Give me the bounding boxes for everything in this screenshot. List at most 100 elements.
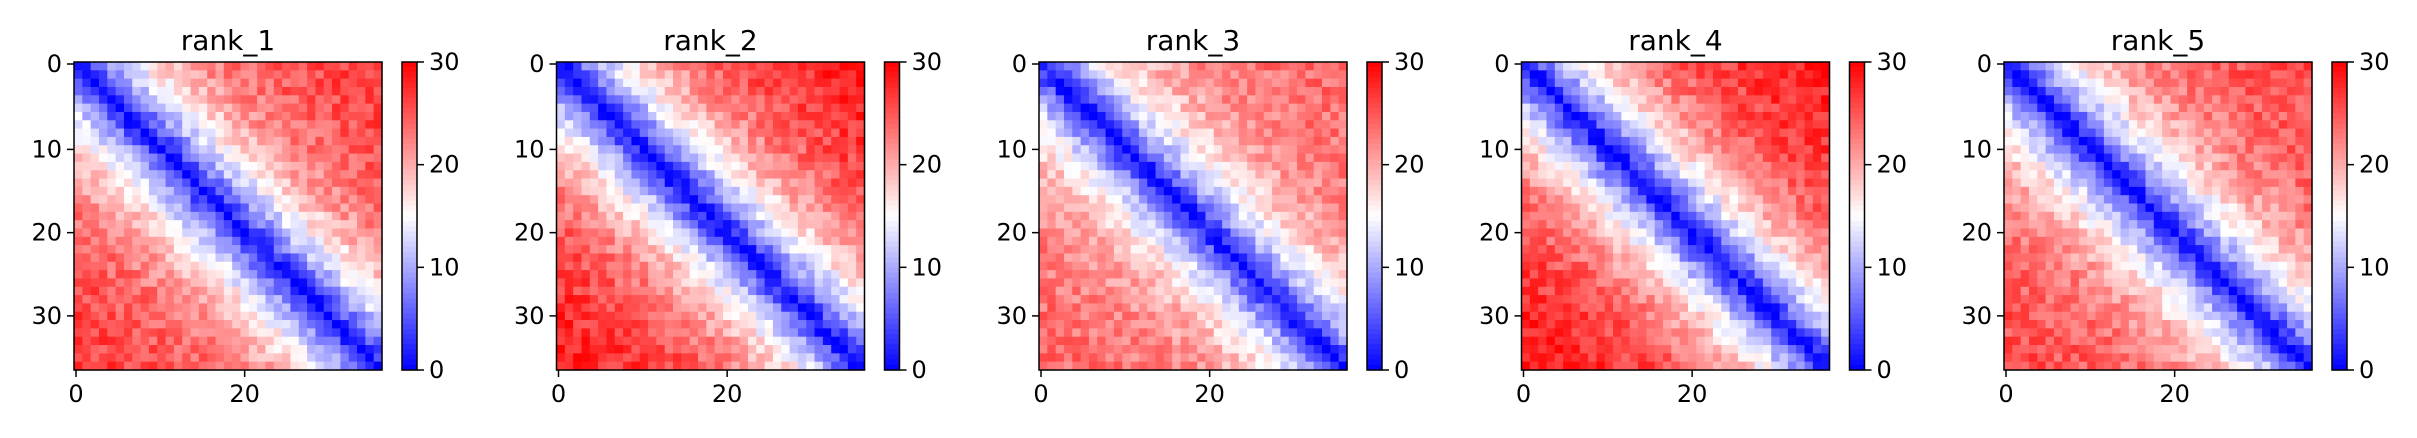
heatmap-cell (182, 78, 192, 88)
heatmap-cell (1263, 86, 1273, 96)
heatmap-cell (1047, 278, 1057, 288)
heatmap-cell (831, 303, 841, 313)
heatmap-cell (182, 203, 192, 213)
heatmap-cell (82, 361, 92, 371)
heatmap-cell (731, 70, 741, 80)
heatmap-cell (90, 328, 100, 338)
heatmap-cell (265, 120, 275, 130)
heatmap-cell (123, 286, 133, 296)
heatmap-cell (1305, 178, 1315, 188)
heatmap-cell (614, 78, 624, 88)
heatmap-cell (623, 220, 633, 230)
heatmap-cell (1729, 161, 1739, 171)
heatmap-cell (1272, 211, 1282, 221)
heatmap-cell (689, 236, 699, 246)
heatmap-cell (772, 295, 782, 305)
heatmap-cell (240, 328, 250, 338)
heatmap-cell (190, 228, 200, 238)
heatmap-cell (365, 328, 375, 338)
heatmap-cell (1322, 353, 1331, 363)
heatmap-cell (1097, 203, 1107, 213)
heatmap-cell (1272, 303, 1282, 313)
heatmap-cell (673, 303, 682, 313)
heatmap-cell (764, 228, 774, 238)
heatmap-cell (1213, 195, 1223, 205)
heatmap-cell (1305, 236, 1315, 246)
heatmap-cell (90, 228, 100, 238)
heatmap-cell (98, 353, 108, 363)
heatmap-cell (307, 195, 317, 205)
heatmap-cell (1746, 86, 1756, 96)
heatmap-cell (1529, 86, 1539, 96)
heatmap-cell (1330, 145, 1340, 155)
heatmap-cell (1055, 186, 1065, 196)
heatmap-cell (115, 211, 125, 221)
heatmap-cell (739, 145, 749, 155)
heatmap-cell (1297, 286, 1306, 296)
heatmap-cell (215, 211, 225, 221)
heatmap-cell (656, 278, 666, 288)
heatmap-cell (1155, 278, 1165, 288)
heatmap-cell (140, 270, 150, 280)
colorbar-segment (1367, 205, 1382, 212)
heatmap-cell (148, 195, 158, 205)
heatmap-cell (373, 286, 383, 296)
heatmap-cell (1571, 103, 1581, 113)
heatmap-cell (1696, 145, 1706, 155)
heatmap-cell (1305, 153, 1315, 163)
heatmap-cell (1737, 195, 1747, 205)
heatmap-cell (82, 245, 92, 255)
heatmap-cell (165, 111, 175, 121)
heatmap-cell (1088, 295, 1098, 305)
heatmap-cell (215, 270, 225, 280)
heatmap-cell (1213, 253, 1223, 263)
heatmap-cell (1804, 70, 1814, 80)
heatmap-cell (1338, 311, 1348, 321)
colorbar-segment (402, 205, 417, 212)
heatmap-cell (1263, 295, 1273, 305)
heatmap-cell (1063, 253, 1073, 263)
heatmap-cell (1039, 111, 1048, 121)
heatmap-cell (1787, 178, 1797, 188)
heatmap-cell (1039, 278, 1048, 288)
heatmap-cell (332, 328, 341, 338)
heatmap-cell (623, 211, 633, 221)
heatmap-cell (581, 353, 591, 363)
heatmap-cell (1330, 345, 1340, 354)
heatmap-cell (556, 286, 566, 296)
heatmap-cell (747, 170, 757, 180)
heatmap-cell (589, 270, 599, 280)
heatmap-cell (1147, 170, 1157, 180)
heatmap-cell (165, 270, 175, 280)
heatmap-cell (1072, 253, 1082, 263)
heatmap-cell (140, 295, 150, 305)
heatmap-cell (731, 161, 741, 171)
heatmap-cell (1272, 245, 1282, 255)
heatmap-cell (756, 361, 766, 371)
heatmap-cell (1130, 195, 1140, 205)
heatmap-cell (698, 178, 707, 188)
heatmap-cell (1213, 70, 1223, 80)
heatmap-cell (1155, 195, 1165, 205)
heatmap-cell (656, 70, 666, 80)
heatmap-cell (772, 303, 782, 313)
heatmap-cell (1579, 153, 1589, 163)
heatmap-cell (207, 336, 217, 346)
heatmap-cell (806, 278, 816, 288)
heatmap-cell (856, 286, 866, 296)
heatmap-cell (140, 186, 150, 196)
heatmap-cell (1238, 211, 1248, 221)
heatmap-cell (789, 161, 799, 171)
heatmap-cell (1063, 270, 1073, 280)
heatmap-cell (182, 153, 192, 163)
heatmap-cell (340, 153, 350, 163)
heatmap-cell (207, 236, 217, 246)
heatmap-cell (165, 361, 175, 371)
heatmap-cell (307, 236, 317, 246)
heatmap-cell (1122, 211, 1132, 221)
heatmap-cell (581, 211, 591, 221)
heatmap-cell (1663, 153, 1672, 163)
colorbar-segment (884, 231, 900, 238)
colorbar-segment (1367, 349, 1382, 356)
heatmap-cell (348, 236, 358, 246)
